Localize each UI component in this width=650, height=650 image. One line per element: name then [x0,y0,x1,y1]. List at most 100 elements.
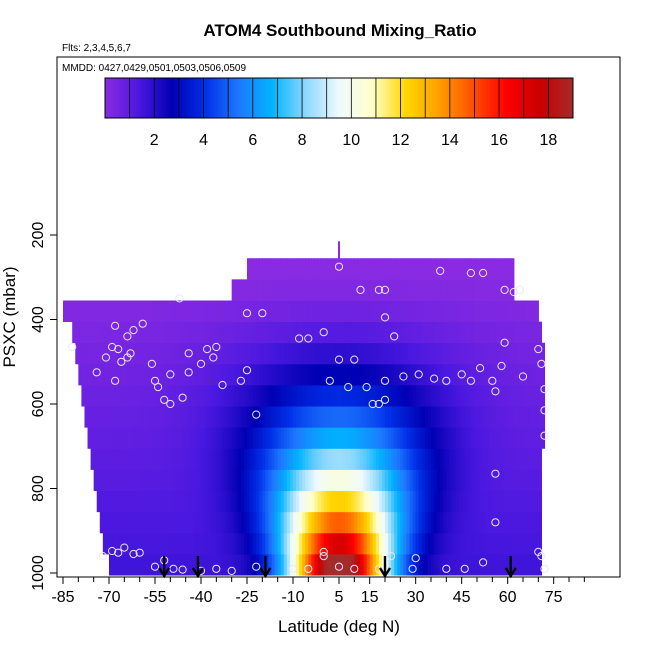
observation-point [534,345,543,354]
heatmap-cell [191,469,196,492]
heatmap-cell [483,342,487,365]
heatmap-cell [394,363,398,386]
heatmap-cell [191,342,196,365]
heatmap-cell [458,511,463,534]
heatmap-cell [105,532,110,555]
heatmap-cell [173,342,178,365]
heatmap-cell [151,300,156,323]
heatmap-cell [434,279,438,301]
heatmap-cell [510,490,515,513]
heatmap-cell [207,490,211,513]
colorbar-swatch [275,78,278,118]
colorbar-swatch [339,78,342,118]
heatmap-cell [213,427,217,449]
heatmap-cell [136,363,141,386]
heatmap-cell [90,448,95,470]
heatmap-cell [296,490,300,513]
heatmap-cell [532,553,536,576]
heatmap-cell [311,279,316,301]
colorbar-swatch [437,78,440,118]
colorbar-swatch [173,78,176,118]
colorbar-swatch [479,78,482,118]
heatmap-cell [136,406,141,428]
heatmap-cell [78,300,82,323]
heatmap-cell [167,469,171,492]
heatmap-cell [495,363,500,386]
colorbar-swatch [565,78,568,118]
colorbar-swatch [161,78,164,118]
heatmap-cell [314,532,319,555]
heatmap-cell [409,427,414,449]
colorbar-swatch [181,78,184,118]
heatmap-cell [228,532,233,555]
heatmap-cell [99,321,104,344]
observation-point [126,349,135,358]
heatmap-cell [247,406,251,428]
heatmap-cell [237,553,242,576]
colorbar-swatch [177,78,180,118]
heatmap-cell [99,448,104,470]
heatmap-cell [265,469,270,492]
heatmap-cell [470,384,475,407]
heatmap-cell [507,384,512,407]
heatmap-cell [207,469,211,492]
heatmap-cell [237,279,242,301]
heatmap-cell [197,532,202,555]
heatmap-cell [139,511,144,534]
heatmap-cell [142,553,147,576]
observation-point [460,564,469,573]
colorbar-swatch [409,78,412,118]
heatmap-cell [161,532,165,555]
heatmap-cell [286,321,291,344]
heatmap-cell [443,342,447,365]
heatmap-cell [492,342,497,365]
heatmap-cell [109,342,113,365]
heatmap-cell [406,553,411,576]
heatmap-cell [486,511,490,534]
colorbar-swatch [207,78,210,118]
observation-point [500,338,509,347]
heatmap-cell [375,342,380,365]
observation-point [319,328,328,337]
colorbar-swatch [247,78,250,118]
heatmap-cell [394,321,398,344]
heatmap-cell [75,321,79,344]
heatmap-cell [210,469,214,492]
heatmap-cell [504,553,509,576]
heatmap-cell [378,511,383,534]
heatmap-cell [351,279,355,301]
y-tick-label: 800 [30,475,47,502]
colorbar-swatch [197,78,200,118]
heatmap-cell [274,490,279,513]
heatmap-cell [216,490,221,513]
colorbar-swatch [229,78,232,118]
heatmap-cell [161,469,165,492]
heatmap-cell [504,532,509,555]
heatmap-cell [219,490,224,513]
heatmap-cell [342,427,346,449]
heatmap-cell [87,300,92,323]
colorbar-swatch [263,78,266,118]
colorbar-swatch [203,78,206,118]
heatmap-cell [351,427,355,449]
heatmap-cell [289,279,294,301]
heatmap-cell [440,384,444,407]
heatmap-cell [78,321,82,344]
heatmap-cell [394,406,398,428]
heatmap-cell [277,532,282,555]
heatmap-cell [440,490,444,513]
heatmap-cell [400,448,405,470]
heatmap-cell [124,490,128,513]
heatmap-cell [529,406,533,428]
heatmap-cell [406,363,411,386]
heatmap-cell [440,427,444,449]
heatmap-cell [148,427,153,449]
heatmap-cell [201,321,205,344]
heatmap-cell [161,300,165,323]
heatmap-cell [354,490,359,513]
heatmap-cell [225,406,230,428]
heatmap-cell [228,406,233,428]
heatmap-cell [155,300,159,323]
heatmap-cell [136,300,141,323]
heatmap-cell [427,427,432,449]
